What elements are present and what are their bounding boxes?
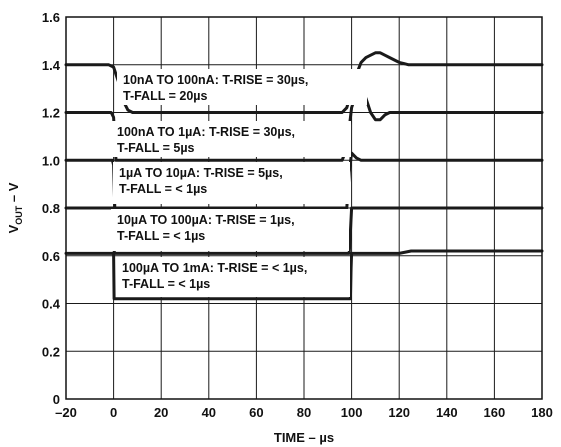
tick-labels: –20 0 20 40 60 80 100 120 140 160 18000.20.40.60.8… <box>42 10 553 420</box>
x-tick-label: 60 <box>249 405 263 420</box>
y-axis-label-sub: OUT <box>14 205 24 225</box>
annotation-background <box>117 69 367 105</box>
x-tick-label: 20 <box>154 405 168 420</box>
y-tick-label: 1.2 <box>42 106 60 121</box>
x-tick-label: 120 <box>388 405 410 420</box>
annotation-3: 1µA TO 10µA: T-RISE = 5µs, T-FALL = < 1µs <box>113 162 350 204</box>
y-tick-label: 0.2 <box>42 344 60 359</box>
y-tick-label: 0.6 <box>42 249 60 264</box>
annotation-4: 10µA TO 100µA: T-RISE = 1µs, T-FALL = < 1… <box>111 209 349 251</box>
annotation-line: 10nA TO 100nA: T-RISE = 30µs, <box>123 73 308 87</box>
y-tick-label: 1.0 <box>42 153 60 168</box>
annotation-line: 100nA TO 1µA: T-RISE = 30µs, <box>117 125 295 139</box>
trace-1 <box>64 51 544 114</box>
y-tick-label: 1.4 <box>42 58 61 73</box>
x-tick-label: 140 <box>436 405 458 420</box>
annotation-background <box>111 209 349 251</box>
annotation-2: 100nA TO 1µA: T-RISE = 30µs, T-FALL = 5µs <box>111 121 351 157</box>
x-tick-label: 100 <box>341 405 363 420</box>
plot-frame <box>65 16 543 400</box>
annotation-line: 100µA TO 1mA: T-RISE = < 1µs, <box>122 261 307 275</box>
annotation-line: T-FALL = < 1µs <box>119 182 207 196</box>
y-axis-label-main: V <box>6 224 21 233</box>
y-tick-label: 0.4 <box>42 297 61 312</box>
annotation-background <box>111 121 351 157</box>
x-tick-label: 80 <box>297 405 311 420</box>
annotation-line: T-FALL = < 1µs <box>117 229 205 243</box>
annotation-background <box>116 257 350 297</box>
annotation-1: 10nA TO 100nA: T-RISE = 30µs, T-FALL = 20… <box>117 69 367 105</box>
x-tick-label: 40 <box>202 405 216 420</box>
y-axis-label: VOUT – V <box>6 182 24 233</box>
y-tick-label: 0.8 <box>42 201 60 216</box>
y-tick-label: 1.6 <box>42 10 60 25</box>
x-tick-label: 180 <box>531 405 553 420</box>
x-tick-label: 160 <box>484 405 506 420</box>
y-axis-label-suffix: – V <box>6 182 21 205</box>
annotation-background <box>113 162 350 204</box>
x-tick-label: 0 <box>110 405 117 420</box>
annotation-line: T-FALL = < 1µs <box>122 277 210 291</box>
trace-5 <box>64 249 544 301</box>
annotation-line: T-FALL = 5µs <box>117 141 195 155</box>
trace-4 <box>64 206 544 255</box>
x-axis-label: TIME – µs <box>274 430 334 445</box>
y-tick-label: 0 <box>53 392 60 407</box>
annotation-line: T-FALL = 20µs <box>123 89 207 103</box>
x-tick-label: –20 <box>55 405 77 420</box>
annotations: 10nA TO 100nA: T-RISE = 30µs, T-FALL = 20… <box>111 69 367 297</box>
annotation-line: 1µA TO 10µA: T-RISE = 5µs, <box>119 166 283 180</box>
annotation-5: 100µA TO 1mA: T-RISE = < 1µs, T-FALL = < … <box>116 257 350 297</box>
annotation-line: 10µA TO 100µA: T-RISE = 1µs, <box>117 213 295 227</box>
